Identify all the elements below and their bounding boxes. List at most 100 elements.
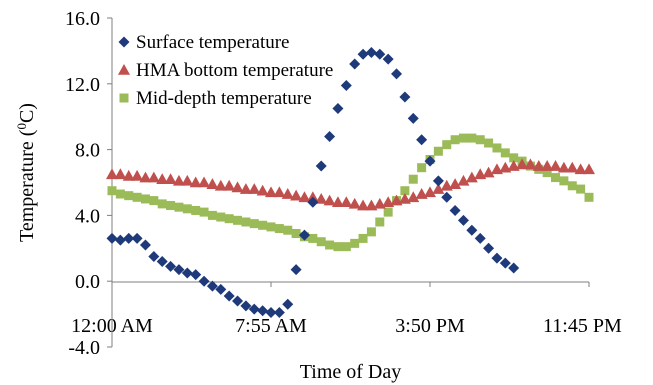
data-point: [189, 176, 202, 188]
data-point: [340, 79, 352, 91]
data-point: [482, 166, 495, 178]
data-point: [231, 181, 244, 193]
y-axis-title-unit: C): [16, 103, 38, 123]
data-point: [124, 191, 134, 201]
data-point: [233, 215, 243, 225]
data-point: [325, 240, 335, 250]
data-point: [198, 176, 211, 188]
y-tick-label: -4.0: [68, 337, 100, 359]
data-point: [223, 179, 236, 191]
data-point: [283, 225, 293, 235]
legend-marker: [118, 36, 130, 48]
legend-label: Surface temperature: [136, 32, 290, 53]
data-point: [123, 232, 135, 244]
data-point: [467, 133, 477, 143]
data-point: [248, 183, 261, 194]
data-point: [491, 252, 503, 264]
plot-area: [106, 47, 595, 318]
data-point: [332, 102, 344, 114]
data-point: [316, 237, 326, 247]
data-point: [122, 169, 135, 181]
data-point: [415, 188, 428, 199]
data-point: [557, 161, 570, 173]
data-point: [542, 168, 552, 178]
data-point: [156, 173, 169, 185]
data-point: [266, 222, 276, 232]
data-point: [349, 58, 361, 70]
data-point: [484, 138, 494, 148]
data-point: [232, 295, 244, 307]
data-point: [131, 232, 143, 244]
data-point: [239, 183, 252, 194]
data-point: [308, 233, 318, 243]
data-point: [315, 192, 328, 204]
data-point: [139, 239, 151, 251]
data-point: [375, 217, 385, 227]
data-point: [298, 191, 311, 203]
data-point: [249, 219, 259, 229]
data-point: [399, 91, 411, 103]
data-point: [273, 306, 285, 318]
data-point: [114, 234, 126, 246]
data-point: [248, 303, 260, 315]
data-point: [223, 290, 235, 302]
y-axis-title-superscript: 0: [14, 123, 29, 130]
data-point: [551, 173, 561, 183]
data-point: [240, 300, 252, 312]
data-point: [408, 174, 418, 184]
data-point: [173, 264, 185, 276]
data-point: [574, 163, 587, 175]
y-axis-ticks: -4.0 0.0 4.0 8.0 12.0 16.0: [65, 8, 112, 359]
data-point: [541, 160, 554, 171]
y-tick-label: 8.0: [75, 140, 100, 162]
data-point: [315, 160, 327, 172]
data-point: [499, 257, 511, 269]
data-point: [457, 214, 469, 226]
data-point: [366, 227, 376, 237]
data-point: [583, 163, 595, 175]
legend-label: HMA bottom temperature: [136, 60, 333, 81]
data-point: [509, 153, 519, 163]
data-point: [166, 201, 176, 211]
data-point: [307, 196, 319, 208]
data-point: [341, 242, 351, 252]
data-point: [516, 158, 529, 170]
data-point: [265, 306, 277, 318]
data-point: [340, 196, 353, 208]
data-point: [182, 204, 192, 214]
data-point: [273, 186, 286, 198]
data-point: [567, 181, 577, 191]
data-point: [549, 160, 562, 171]
data-point: [348, 197, 361, 209]
data-point: [382, 53, 394, 65]
y-tick-label: 4.0: [75, 205, 100, 227]
data-point: [256, 184, 269, 196]
y-axis-title: Temperature (0C): [14, 103, 39, 242]
data-point: [172, 174, 185, 186]
data-point: [181, 267, 193, 279]
data-point: [432, 175, 444, 187]
data-point: [139, 171, 152, 183]
data-point: [457, 174, 470, 186]
data-point: [358, 233, 368, 243]
data-point: [216, 212, 226, 222]
data-point: [475, 135, 485, 145]
data-point: [199, 207, 209, 217]
data-point: [357, 48, 369, 60]
data-point: [214, 179, 227, 191]
data-point: [499, 161, 512, 173]
data-point: [298, 229, 310, 241]
data-point: [156, 255, 168, 267]
data-point: [224, 214, 234, 224]
data-point: [114, 168, 127, 180]
data-point: [465, 171, 478, 183]
data-point: [424, 186, 436, 198]
data-point: [206, 280, 218, 292]
series-triangle-points: [106, 158, 595, 211]
data-point: [432, 183, 445, 194]
y-tick-label: 0.0: [75, 271, 100, 293]
data-point: [290, 264, 302, 276]
data-point: [164, 173, 177, 185]
x-axis-ticks: 12:00 AM 7:55 AM 3:50 PM 11:45 PM: [71, 282, 622, 337]
